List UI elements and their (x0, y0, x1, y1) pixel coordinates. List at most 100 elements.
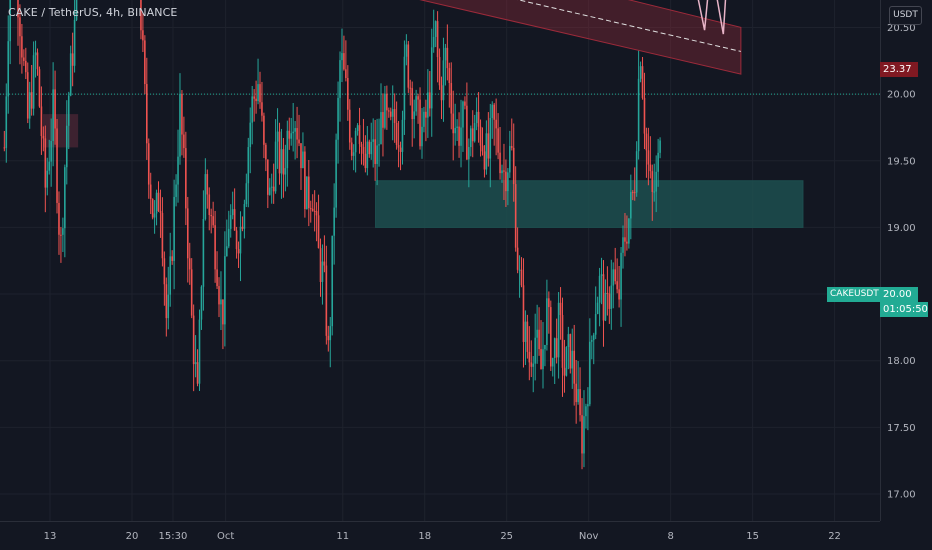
candle-body (335, 139, 337, 208)
candle-body (388, 110, 390, 112)
candle-body (594, 314, 597, 335)
candle-body (507, 172, 509, 192)
high-line-price-tag: 23.37 (880, 62, 918, 77)
candle-body (631, 192, 634, 194)
candle-body (587, 404, 589, 407)
candle-body (142, 30, 144, 41)
candle-body (493, 104, 495, 120)
candle-body (505, 171, 507, 192)
candle-body (186, 208, 189, 259)
candle-body (544, 345, 546, 350)
candle-body (220, 299, 222, 305)
x-tick-label: 25 (500, 531, 513, 542)
candle-body (288, 130, 291, 139)
zone-left-box (42, 114, 79, 148)
candle-body (255, 98, 257, 102)
candle-body (471, 128, 474, 142)
candle-body (261, 102, 263, 116)
candle-body (479, 126, 482, 146)
x-tick-label: 22 (828, 531, 841, 542)
candle-body (323, 261, 326, 266)
candle-body (243, 204, 246, 229)
candle-body (144, 40, 146, 85)
candle-body (430, 47, 433, 109)
candle-body (622, 237, 624, 253)
candle-body (165, 284, 168, 319)
candle-body (413, 111, 415, 120)
candle-body (391, 109, 394, 117)
y-tick-label: 19.00 (887, 223, 916, 234)
candle-body (432, 36, 435, 48)
candle-body (341, 53, 343, 61)
candle-body (571, 350, 574, 369)
candle-body (62, 228, 64, 235)
candle-body (514, 184, 517, 248)
candle-body (583, 416, 585, 454)
candle-body (325, 265, 328, 336)
candle-body (585, 406, 587, 417)
candle-body (265, 144, 267, 160)
candle-body (553, 338, 556, 359)
candle-body (362, 146, 365, 154)
candle-body (65, 125, 68, 168)
candle-body (643, 97, 646, 134)
candle-body (522, 285, 525, 342)
candle-body (530, 362, 533, 367)
candle-body (196, 362, 199, 384)
candle-body (407, 44, 410, 88)
candle-body (509, 146, 511, 173)
x-tick-label: 15 (746, 531, 759, 542)
currency-button[interactable]: USDT (889, 6, 922, 25)
candle-body (616, 281, 618, 290)
candle-body (235, 230, 238, 250)
candle-body (512, 147, 515, 185)
candle-body (272, 186, 275, 192)
candle-body (448, 68, 451, 83)
candle-body (206, 174, 209, 195)
candle-body (442, 60, 445, 101)
candle-body (175, 184, 177, 197)
candle-body (477, 111, 480, 127)
candle-body (358, 125, 361, 145)
candle-body (491, 104, 494, 118)
candle-body (171, 256, 173, 261)
x-tick-label: 15:30 (159, 531, 188, 542)
candle-body (401, 119, 404, 152)
y-tick-label: 18.00 (887, 356, 916, 367)
candle-body (257, 84, 259, 102)
candle-body (329, 326, 332, 341)
symbol-title: CAKE / TetherUS, 4h, BINANCE (8, 6, 178, 19)
candle-body (267, 159, 269, 195)
candle-body (532, 363, 535, 367)
candle-body (233, 209, 236, 231)
x-tick-label: Nov (579, 531, 599, 542)
x-tick-label: 13 (44, 531, 57, 542)
candle-body (464, 101, 466, 106)
candle-body (538, 329, 540, 350)
candle-body (382, 112, 384, 128)
candle-body (200, 286, 203, 320)
candle-body (309, 208, 312, 210)
x-tick-label: Oct (217, 531, 234, 542)
candle-body (436, 21, 439, 58)
candle-body (604, 292, 607, 321)
candle-body (48, 161, 51, 171)
candle-body (546, 298, 548, 346)
candle-body (501, 170, 503, 174)
candle-body (28, 92, 31, 119)
candle-body (34, 52, 37, 56)
candle-body (259, 84, 261, 103)
candle-body (247, 147, 250, 184)
candle-body (23, 57, 25, 61)
candle-body (339, 60, 341, 98)
candle-body (278, 131, 281, 174)
projection-path-2 (716, 0, 727, 35)
candle-body (32, 55, 35, 109)
candle-body (557, 302, 560, 358)
candle-body (405, 44, 408, 57)
candle-body (473, 123, 476, 142)
candle-body (227, 228, 230, 247)
candle-body (630, 192, 632, 219)
